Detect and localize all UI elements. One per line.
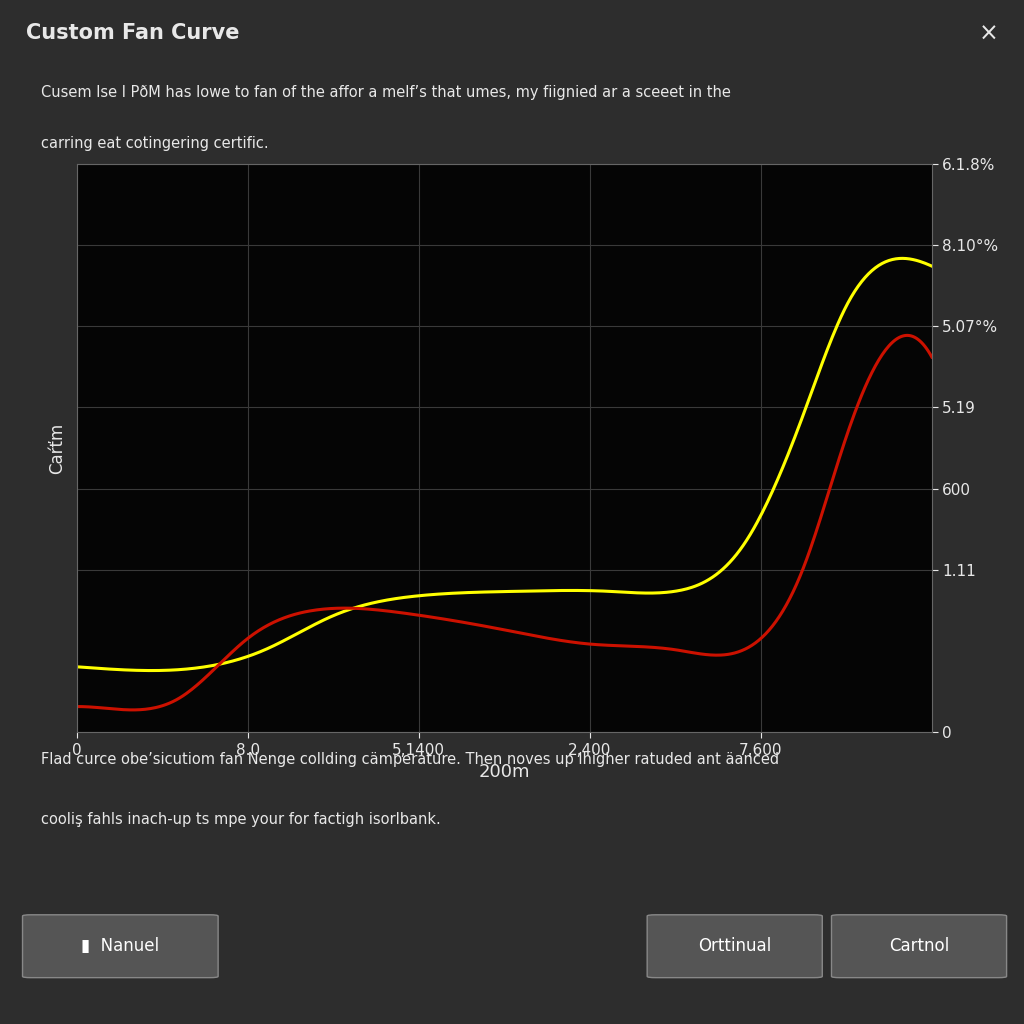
Text: Cusem lse I PðM has lowe to fan of the affor a melf’s that umes, my fiignied ar : Cusem lse I PðM has lowe to fan of the a… (41, 85, 731, 100)
X-axis label: 200m: 200m (478, 763, 530, 781)
Text: carring eat cotingering certific.: carring eat cotingering certific. (41, 136, 268, 151)
FancyBboxPatch shape (647, 914, 822, 978)
Text: ▮  Nanuel: ▮ Nanuel (81, 937, 160, 955)
Text: Orttinual: Orttinual (698, 937, 771, 955)
Text: ×: × (979, 22, 998, 45)
Y-axis label: Caŕťm: Caŕťm (48, 422, 66, 474)
FancyBboxPatch shape (23, 914, 218, 978)
FancyBboxPatch shape (831, 914, 1007, 978)
Text: cooliş fahls inach-up ts mpe your for factigh isorlbank.: cooliş fahls inach-up ts mpe your for fa… (41, 812, 440, 827)
Text: Custom Fan Curve: Custom Fan Curve (26, 24, 239, 43)
Text: Cartnol: Cartnol (889, 937, 949, 955)
Text: Flad curce obe’sicutiom fan Nenge collding cämperature. Then noves up lhigher ra: Flad curce obe’sicutiom fan Nenge colldi… (41, 752, 779, 767)
